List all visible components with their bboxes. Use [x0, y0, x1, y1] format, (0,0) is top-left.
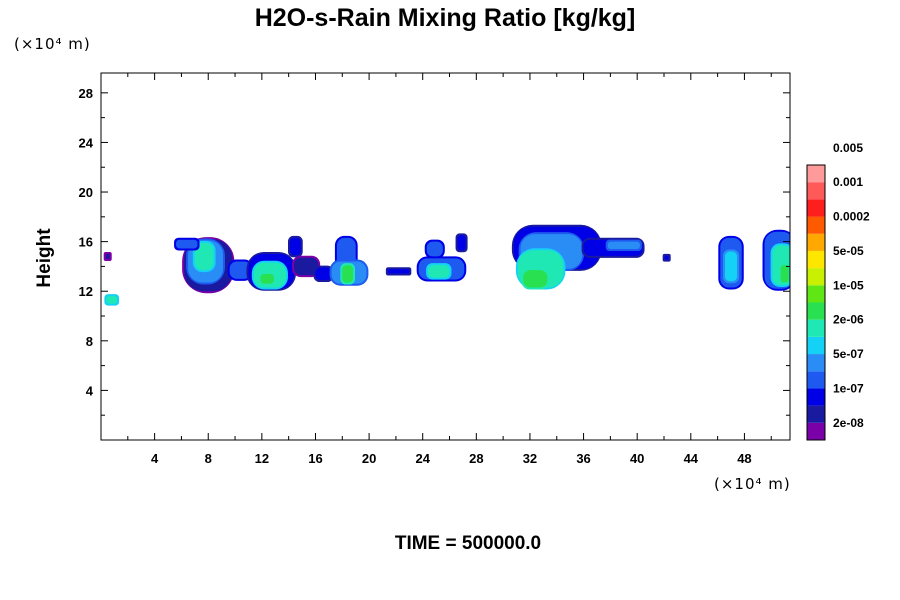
- heatmap-cell: [290, 237, 301, 256]
- colorbar-swatch: [807, 216, 825, 234]
- heatmap-cell: [342, 265, 354, 283]
- y-tick-label: 16: [79, 235, 93, 250]
- heatmap-cell: [105, 254, 110, 259]
- colorbar-swatch: [807, 422, 825, 440]
- colorbar-label: 0.005: [833, 141, 863, 155]
- y-tick-label: 20: [79, 185, 93, 200]
- colorbar-swatch: [807, 354, 825, 372]
- y-axis-label: Height: [34, 228, 55, 288]
- y-tick-label: 28: [79, 86, 93, 101]
- chart-title: H2O-s-Rain Mixing Ratio [kg/kg]: [255, 4, 636, 32]
- y-tick-label: 8: [86, 334, 93, 349]
- heatmap-cell: [387, 269, 410, 274]
- colorbar-swatch: [807, 199, 825, 217]
- y-tick-label: 4: [86, 383, 94, 398]
- colorbar-swatch: [807, 268, 825, 286]
- colorbar-swatch: [807, 182, 825, 200]
- colorbar-label: 5e-05: [833, 244, 864, 258]
- x-axis: 4 8 12 16 20 24 28 32 36 40 44 48: [127, 73, 772, 466]
- x-tick-label: 36: [576, 451, 590, 466]
- heatmap-cell: [194, 242, 214, 271]
- heatmap-cell: [106, 296, 118, 304]
- x-tick-label: 48: [737, 451, 751, 466]
- x-tick-label: 24: [415, 451, 430, 466]
- x-tick-label: 32: [523, 451, 537, 466]
- colorbar-label: 1e-07: [833, 381, 864, 395]
- colorbar-swatch: [807, 405, 825, 423]
- heatmap-cell: [229, 261, 252, 279]
- y-tick-label: 12: [79, 284, 93, 299]
- x-axis-unit-label: (×10⁴ m): [714, 475, 791, 493]
- colorbar: 2e-08 1e-07 5e-07 2e-06 1e-05 5e-05 0.0002 0.00…: [806, 141, 870, 441]
- time-label: TIME = 500000.0: [395, 533, 541, 554]
- colorbar-swatch: [807, 250, 825, 269]
- heatmap-cell: [780, 265, 789, 283]
- heatmap-cell: [664, 255, 669, 260]
- colorbar-swatch: [807, 233, 825, 251]
- x-tick-label: 8: [205, 451, 212, 466]
- heatmap-cell: [426, 241, 443, 257]
- colorbar-label: 2e-06: [833, 313, 864, 327]
- heatmap-cell: [176, 239, 198, 249]
- heatmap-cell: [457, 235, 466, 251]
- colorbar-swatch: [807, 285, 825, 303]
- x-tick-label: 28: [469, 451, 483, 466]
- heatmap-cell: [260, 273, 274, 284]
- colorbar-swatch: [807, 319, 825, 337]
- x-tick-label: 16: [308, 451, 322, 466]
- colorbar-swatch: [807, 371, 825, 389]
- colorbar-swatch: [807, 302, 825, 320]
- heatmap-cell: [294, 257, 319, 276]
- x-tick-label: 12: [255, 451, 269, 466]
- y-tick-label: 24: [79, 135, 94, 150]
- x-tick-label: 4: [151, 451, 159, 466]
- colorbar-label: 2e-08: [833, 416, 864, 430]
- colorbar-swatch: [807, 336, 825, 355]
- colorbar-frame: [806, 164, 826, 441]
- x-tick-label: 40: [630, 451, 644, 466]
- y-axis-unit-label: (×10⁴ m): [14, 35, 91, 53]
- colorbar-label: 0.001: [833, 175, 863, 189]
- colorbar-label: 0.0002: [833, 210, 870, 224]
- heatmap-cells: [103, 224, 790, 306]
- colorbar-label: 5e-07: [833, 347, 864, 361]
- colorbar-label: 1e-05: [833, 278, 864, 292]
- heatmap-cell: [607, 241, 640, 250]
- heatmap-cell: [428, 265, 450, 278]
- y-axis: 4 8 12 16 20 24 28: [79, 86, 790, 416]
- heatmap-cell: [315, 267, 332, 281]
- heatmap-cell: [724, 251, 738, 282]
- x-tick-label: 44: [684, 451, 699, 466]
- heatmap-cell: [523, 270, 548, 288]
- x-tick-label: 20: [362, 451, 376, 466]
- colorbar-swatch: [807, 165, 825, 183]
- plot-frame: [100, 72, 791, 441]
- colorbar-swatch: [807, 388, 825, 406]
